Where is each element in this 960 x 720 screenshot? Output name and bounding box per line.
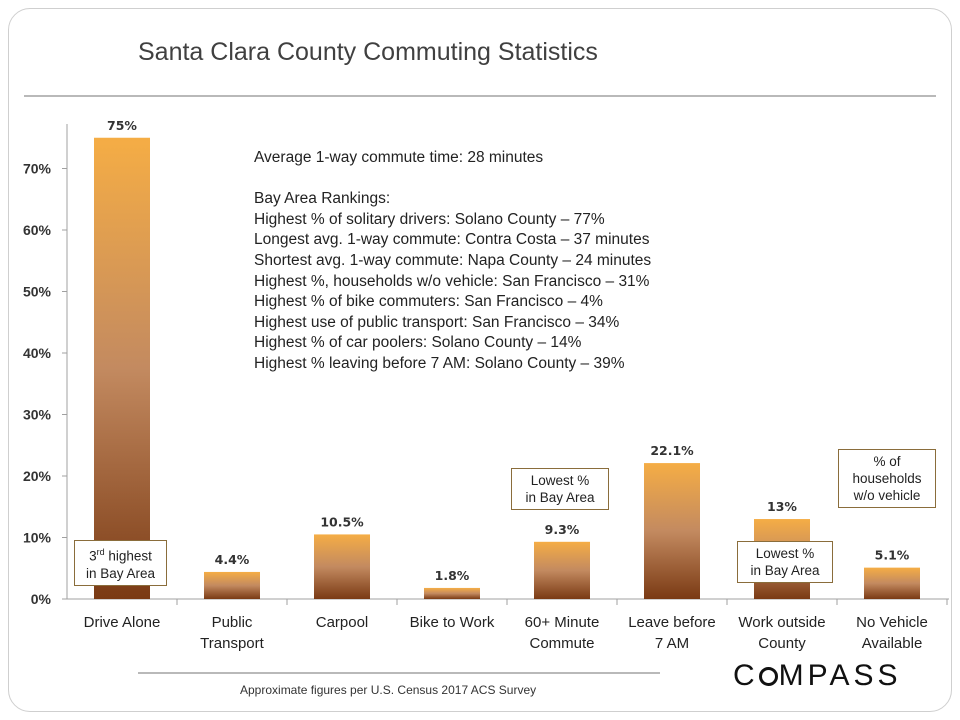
x-tick-label: Drive Alone <box>84 614 161 631</box>
annotation-spacer <box>254 169 651 190</box>
x-tick-label: Leave before <box>628 614 716 631</box>
data-label: 4.4% <box>215 552 250 567</box>
data-label: 5.1% <box>875 548 910 563</box>
source-note: Approximate figures per U.S. Census 2017… <box>240 683 537 697</box>
callout-no-vehicle-line2: households <box>852 471 922 486</box>
x-tick-label: Available <box>862 635 923 652</box>
bar <box>534 541 590 599</box>
annotation-line: Shortest avg. 1-way commute: Napa County… <box>254 251 652 269</box>
callout-work-outside-line2: in Bay Area <box>750 563 820 578</box>
bar <box>424 587 480 599</box>
callout-work-outside: Lowest % in Bay Area <box>737 541 833 583</box>
x-tick-label: Public <box>212 614 253 631</box>
callout-no-vehicle-line3: w/o vehicle <box>853 488 921 503</box>
annotation-line: Highest use of public transport: San Fra… <box>254 313 620 331</box>
annotation-line: Highest % of bike commuters: San Francis… <box>254 293 603 311</box>
y-tick-label: 10% <box>23 530 52 546</box>
title-divider <box>24 95 936 97</box>
y-tick-label: 30% <box>23 407 52 423</box>
annotation-line: Highest % of car poolers: Solano County … <box>254 334 582 352</box>
x-tick-label: County <box>758 635 806 652</box>
data-label: 75% <box>107 118 137 133</box>
callout-work-outside-line1: Lowest % <box>755 546 815 561</box>
callout-no-vehicle-line1: % of <box>873 454 901 469</box>
y-tick-label: 60% <box>23 222 52 238</box>
y-tick-label: 50% <box>23 284 52 300</box>
y-tick-label: 20% <box>23 468 52 484</box>
x-tick-label: Commute <box>529 635 594 652</box>
bar <box>204 571 260 599</box>
bar <box>314 534 370 599</box>
data-label: 13% <box>767 499 797 514</box>
bar <box>94 137 150 599</box>
x-tick-label: Transport <box>200 635 264 652</box>
x-tick-label: Work outside <box>738 614 825 631</box>
data-label: 9.3% <box>545 522 580 537</box>
x-tick-label: Carpool <box>316 614 369 631</box>
x-tick-label: 60+ Minute <box>525 614 600 631</box>
data-label: 22.1% <box>650 443 694 458</box>
rankings-annotation: Average 1-way commute time: 28 minutes B… <box>254 148 651 375</box>
compass-logo: C MPASS <box>733 659 902 692</box>
x-tick-label: No Vehicle <box>856 614 928 631</box>
y-tick-label: 0% <box>31 591 52 607</box>
bar <box>644 463 700 599</box>
annotation-line: Highest % of solitary drivers: Solano Co… <box>254 210 605 228</box>
callout-60-minute-line2: in Bay Area <box>525 490 595 505</box>
annotation-line: Highest % leaving before 7 AM: Solano Co… <box>254 354 625 372</box>
annotation-line: Highest %, households w/o vehicle: San F… <box>254 272 650 290</box>
data-label: 10.5% <box>320 514 364 529</box>
annotation-line: Average 1-way commute time: 28 minutes <box>254 149 544 166</box>
callout-60-minute-line1: Lowest % <box>530 473 590 488</box>
annotation-line: Bay Area Rankings: <box>254 190 391 208</box>
callout-drive-alone-line1: 3rd highest <box>89 547 152 564</box>
callout-drive-alone-line2: in Bay Area <box>85 565 156 581</box>
bar <box>864 567 920 599</box>
y-tick-label: 70% <box>23 161 52 177</box>
data-label: 1.8% <box>435 568 470 583</box>
callout-60-minute: Lowest % in Bay Area <box>511 468 609 510</box>
annotation-line: Longest avg. 1-way commute: Contra Costa… <box>254 231 650 249</box>
chart-title: Santa Clara County Commuting Statistics <box>138 38 598 66</box>
callout-drive-alone: 3rd highest in Bay Area <box>74 540 167 586</box>
callout-no-vehicle: % of households w/o vehicle <box>838 449 936 508</box>
x-tick-label: 7 AM <box>655 635 689 652</box>
x-tick-label: Bike to Work <box>410 614 495 631</box>
footer-divider <box>138 672 660 674</box>
y-tick-label: 40% <box>23 345 52 361</box>
